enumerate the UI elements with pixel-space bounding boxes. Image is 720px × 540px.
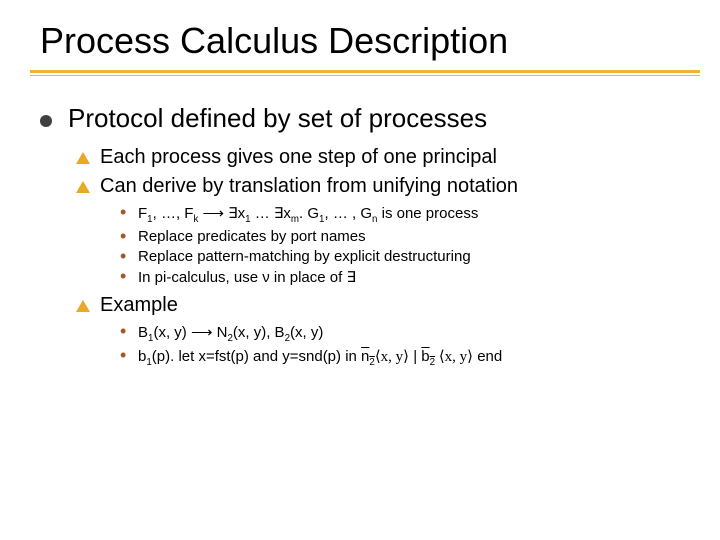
bullet-level3: B1(x, y) ⟶ N2(x, y), B2(x, y) xyxy=(120,323,690,344)
bullet-level2: Example xyxy=(76,294,690,317)
slide-title: Process Calculus Description xyxy=(40,20,690,62)
title-underline xyxy=(30,70,700,73)
bullet-level2: Can derive by translation from unifying … xyxy=(76,175,690,198)
bullet-level3: b1(p). let x=fst(p) and y=snd(p) in n2⟨x… xyxy=(120,347,690,368)
bullet-level3: In pi-calculus, use ν in place of ∃ xyxy=(120,268,690,286)
bullet-level1: Protocol defined by set of processes xyxy=(40,103,690,134)
bullet-level2: Each process gives one step of one princ… xyxy=(76,146,690,169)
bullet-level3: Replace predicates by port names xyxy=(120,228,690,245)
bullet-level3: F1, …, Fk ⟶ ∃x1 … ∃xm. G1, … , Gn is one… xyxy=(120,204,690,225)
bullet-level3: Replace pattern-matching by explicit des… xyxy=(120,248,690,265)
